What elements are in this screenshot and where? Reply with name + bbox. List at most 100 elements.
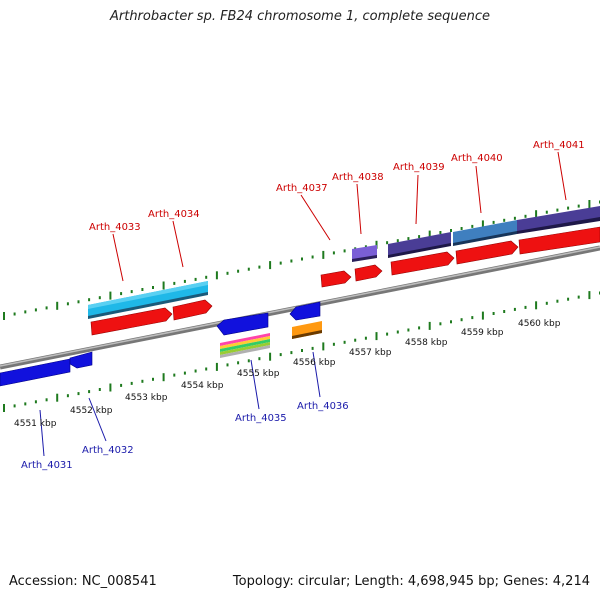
minor-tick (120, 292, 123, 296)
gene-label[interactable]: Arth_4033 (89, 222, 141, 233)
gene-label[interactable]: Arth_4031 (21, 460, 73, 471)
gene-label[interactable]: Arth_4035 (235, 413, 287, 424)
minor-tick (567, 297, 570, 301)
minor-tick (556, 208, 559, 212)
major-tick (3, 404, 5, 412)
gene-label[interactable]: Arth_4040 (451, 153, 503, 164)
gene-label[interactable]: Arth_4036 (297, 401, 349, 412)
minor-tick (567, 206, 570, 210)
cds-arth-4036[interactable] (289, 301, 321, 321)
major-tick (269, 352, 272, 361)
minor-tick (279, 353, 282, 357)
minor-tick (77, 392, 80, 396)
minor-tick (258, 357, 261, 361)
cds-arth-4041[interactable] (518, 226, 600, 255)
minor-tick (13, 404, 16, 408)
major-tick (481, 220, 484, 229)
minor-tick (66, 302, 69, 306)
minor-tick (183, 371, 186, 375)
gene-label[interactable]: Arth_4037 (276, 183, 328, 194)
gene-label[interactable]: Arth_4032 (82, 445, 134, 456)
map-title: Arthrobacter sp. FB24 chromosome 1, comp… (109, 9, 491, 24)
minor-tick (45, 306, 48, 310)
minor-tick (237, 361, 240, 365)
minor-tick (513, 307, 516, 311)
minor-tick (247, 267, 250, 271)
gene-label[interactable]: Arth_4041 (533, 140, 585, 151)
major-tick (428, 321, 431, 330)
scale-label: 4558 kbp (405, 338, 448, 348)
minor-tick (301, 349, 303, 352)
minor-tick (194, 277, 197, 281)
minor-tick (183, 279, 186, 283)
gene-label[interactable]: Arth_4038 (332, 172, 384, 183)
minor-tick (332, 342, 335, 346)
scale-label: 4557 kbp (349, 348, 392, 358)
cds-arth-4038[interactable] (354, 264, 383, 282)
top-gene-labels: Arth_4033 Arth_4034 Arth_4037 Arth_4038 … (89, 140, 585, 233)
major-tick (3, 312, 5, 320)
top-leader-lines (112, 151, 567, 282)
gene-label[interactable]: Arth_4039 (393, 162, 445, 173)
minor-tick (407, 237, 410, 241)
top-strand-cds (90, 226, 600, 336)
minor-tick (120, 383, 123, 387)
minor-tick (205, 275, 208, 279)
minor-tick (311, 346, 314, 350)
feature-arth-4041[interactable] (517, 206, 600, 233)
major-tick (269, 261, 272, 270)
feature-arth-4035-stack[interactable] (220, 333, 270, 358)
minor-tick (130, 381, 133, 385)
minor-tick (503, 310, 506, 313)
minor-tick (343, 340, 346, 344)
scale-label: 4556 kbp (293, 358, 336, 368)
minor-tick (343, 249, 346, 253)
gene-label[interactable]: Arth_4034 (148, 209, 200, 220)
cds-arth-4037[interactable] (320, 270, 352, 288)
cds-arth-4040[interactable] (455, 240, 519, 265)
scale-label: 4551 kbp (14, 419, 57, 429)
major-tick (588, 200, 591, 208)
minor-tick (173, 373, 176, 377)
minor-tick (290, 351, 293, 355)
minor-tick (513, 216, 516, 220)
feature-arth-4040[interactable] (453, 220, 517, 245)
top-strand-features (88, 206, 600, 319)
cds-arth-4034[interactable] (172, 299, 213, 321)
major-tick (535, 301, 538, 310)
scale-label: 4552 kbp (70, 406, 113, 416)
bottom-leader-lines (39, 351, 321, 457)
minor-tick (524, 214, 527, 218)
cds-arth-4031[interactable] (0, 358, 71, 387)
minor-tick (98, 388, 101, 391)
minor-tick (66, 394, 69, 398)
minor-tick (418, 235, 421, 239)
major-tick (322, 250, 325, 259)
minor-tick (460, 227, 463, 230)
minor-tick (545, 210, 548, 214)
minor-tick (279, 261, 282, 265)
minor-tick (556, 299, 559, 303)
major-tick (481, 311, 484, 320)
minor-tick (364, 336, 367, 340)
major-tick (162, 373, 165, 382)
major-tick (535, 210, 538, 219)
minor-tick (24, 310, 27, 314)
cds-arth-4033[interactable] (90, 307, 173, 336)
major-tick (215, 271, 218, 280)
major-tick (109, 383, 112, 392)
minor-tick (524, 305, 527, 309)
minor-tick (226, 271, 229, 275)
cds-arth-4039[interactable] (390, 251, 455, 276)
cds-arth-4035[interactable] (216, 312, 269, 336)
cds-arth-4032[interactable] (69, 351, 93, 369)
minor-tick (450, 320, 452, 324)
major-tick (162, 281, 165, 290)
minor-tick (141, 379, 144, 383)
feature-arth-4039[interactable] (388, 232, 451, 257)
scale-label: 4553 kbp (125, 393, 168, 403)
minor-tick (492, 220, 495, 224)
major-tick (375, 240, 378, 249)
major-tick (56, 393, 59, 402)
